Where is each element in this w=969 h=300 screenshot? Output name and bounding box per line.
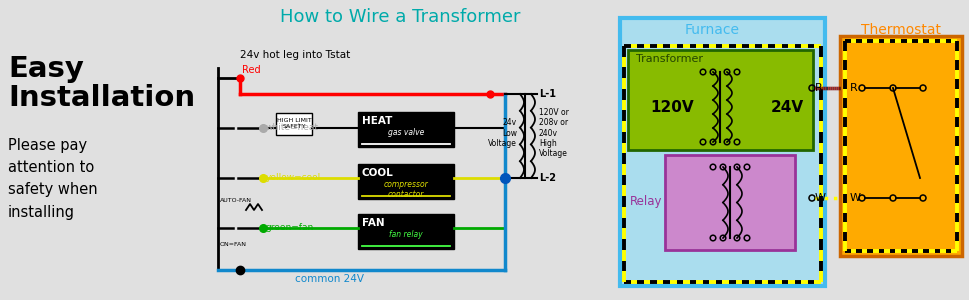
- Text: HIGH LIMIT
SAFETY: HIGH LIMIT SAFETY: [276, 118, 311, 129]
- Text: Furnace: Furnace: [684, 23, 739, 37]
- Text: 120V: 120V: [649, 100, 693, 116]
- Text: R: R: [849, 83, 857, 93]
- Text: 120V or
208v or
240v
High
Voltage: 120V or 208v or 240v High Voltage: [539, 108, 568, 158]
- Text: HEAT: HEAT: [361, 116, 392, 126]
- Bar: [839, 36, 961, 256]
- Text: Please pay
attention to
safety when
installing: Please pay attention to safety when inst…: [8, 138, 98, 220]
- Text: 24v hot leg into Tstat: 24v hot leg into Tstat: [239, 50, 350, 60]
- Text: compressor
contactor: compressor contactor: [383, 180, 428, 200]
- Text: Red: Red: [241, 65, 261, 75]
- Text: COOL: COOL: [361, 168, 393, 178]
- Text: ON=FAN: ON=FAN: [220, 242, 247, 247]
- Text: L-2: L-2: [539, 173, 555, 183]
- Bar: [358, 112, 453, 147]
- Text: 24V: 24V: [770, 100, 803, 116]
- Bar: [358, 164, 453, 199]
- Text: Transformer: Transformer: [636, 54, 703, 64]
- Text: R: R: [814, 83, 822, 93]
- Bar: [619, 18, 825, 286]
- Text: FAN: FAN: [361, 218, 385, 228]
- Bar: [276, 113, 312, 135]
- Text: fan relay: fan relay: [389, 230, 422, 239]
- Text: W: W: [849, 193, 860, 203]
- Text: L-1: L-1: [539, 89, 555, 99]
- Text: How to Wire a Transformer: How to Wire a Transformer: [279, 8, 519, 26]
- Text: AUTO-FAN: AUTO-FAN: [220, 197, 252, 202]
- Bar: [627, 50, 812, 150]
- Text: common 24V: common 24V: [296, 274, 364, 284]
- Text: gas valve: gas valve: [388, 128, 423, 137]
- Text: white=heat: white=heat: [266, 124, 319, 133]
- Text: W: W: [814, 193, 826, 203]
- Bar: [358, 214, 453, 249]
- Text: Relay: Relay: [629, 196, 662, 208]
- Text: Easy
Installation: Easy Installation: [8, 55, 195, 112]
- Bar: [665, 155, 795, 250]
- Text: yellow=cool: yellow=cool: [266, 173, 321, 182]
- Text: Thermostat: Thermostat: [860, 23, 940, 37]
- Text: green=fan: green=fan: [266, 224, 314, 232]
- Text: 24v
Low
Voltage: 24v Low Voltage: [487, 118, 516, 148]
